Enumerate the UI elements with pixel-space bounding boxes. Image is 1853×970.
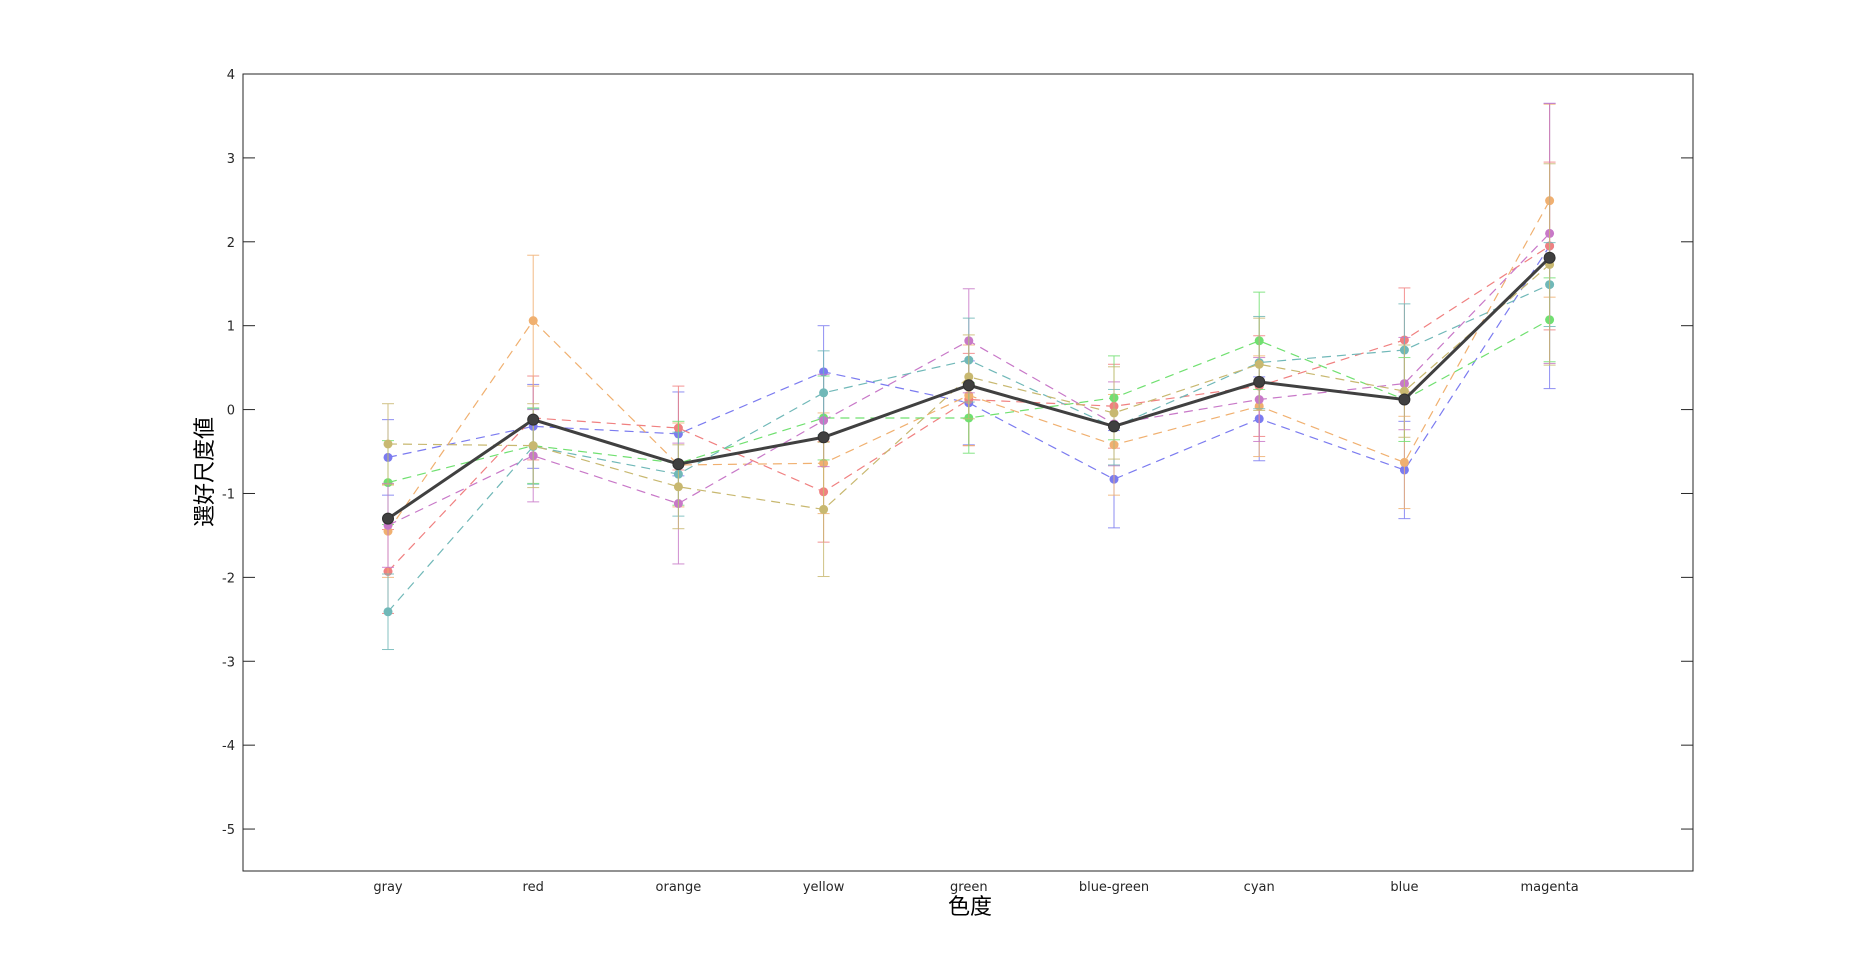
y-tick-label: 1 [227, 320, 235, 335]
data-point [1399, 386, 1409, 396]
x-tick-label: red [523, 880, 544, 895]
x-tick-label: cyan [1244, 880, 1275, 895]
data-point [817, 431, 830, 444]
y-axis-title: 選好尺度値 [193, 417, 218, 527]
data-point [962, 379, 975, 392]
axes-box [242, 73, 1694, 872]
data-point [1253, 375, 1266, 388]
x-axis-title: 色度 [948, 895, 992, 920]
x-tick-label: orange [656, 880, 702, 895]
y-tick-label: 0 [227, 404, 235, 419]
data-point [819, 388, 829, 398]
data-point [1398, 393, 1411, 406]
data-point [1108, 420, 1120, 433]
data-point [1109, 408, 1119, 418]
data-point [528, 441, 538, 451]
series-line [387, 263, 1550, 511]
data-point [383, 607, 393, 617]
data-point [1254, 359, 1264, 369]
data-point [672, 458, 685, 471]
y-tick-label: -3 [222, 655, 235, 670]
data-point [964, 372, 974, 382]
data-point [527, 413, 540, 426]
plot-area [382, 102, 1556, 651]
data-point [528, 316, 538, 326]
x-tick-label: green [950, 880, 988, 895]
x-tick-label: yellow [803, 880, 845, 895]
x-tick-label: gray [373, 880, 403, 895]
data-point [673, 482, 683, 492]
y-tick-label: 2 [227, 236, 235, 251]
mean-series [382, 251, 1556, 525]
data-point [1399, 457, 1409, 467]
y-tick-label: -2 [222, 571, 235, 586]
data-point [819, 504, 829, 514]
x-tick-label: blue [1390, 880, 1418, 895]
y-tick-label: -1 [222, 487, 235, 502]
axes: 4 3 2 1 0 -1 -2 -3 -4 -5 gray red orange yellow green b… [222, 68, 1694, 895]
y-tick-label: 4 [227, 68, 235, 83]
data-point [383, 439, 393, 449]
data-point [382, 512, 394, 525]
y-tick-label: -5 [222, 823, 235, 838]
x-tick-label: blue-green [1079, 880, 1149, 895]
y-tick-label: 3 [227, 152, 235, 167]
x-tick-label: magenta [1521, 880, 1579, 895]
y-tick-label: -4 [222, 739, 235, 754]
series-line [387, 245, 1550, 572]
data-point [1543, 251, 1556, 264]
